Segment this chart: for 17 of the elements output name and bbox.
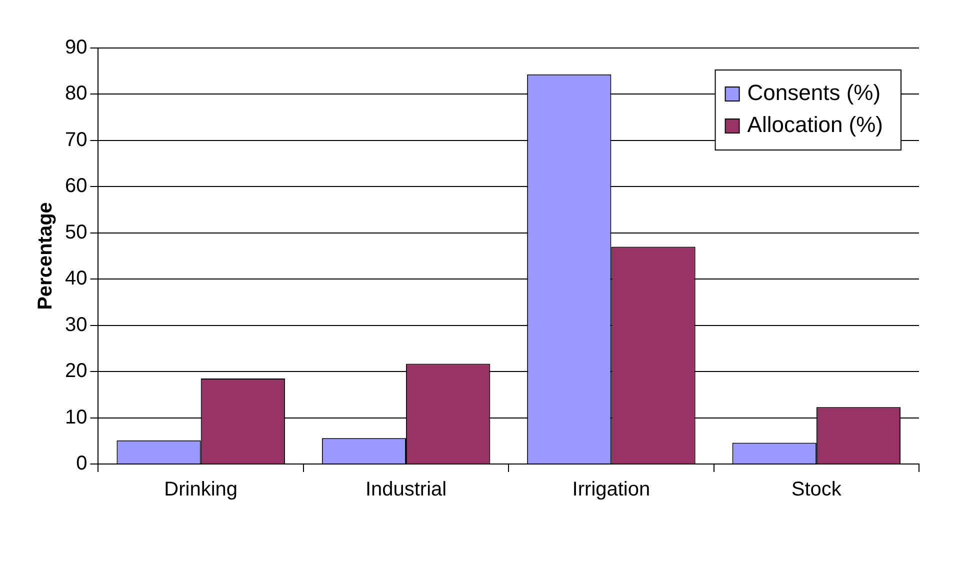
y-tick-label: 50: [64, 221, 88, 244]
y-tick-label: 0: [76, 452, 88, 475]
legend-label: Allocation (%): [747, 112, 883, 138]
x-tick-label: Drinking: [164, 478, 238, 501]
y-tick-label: 30: [64, 314, 88, 336]
y-tick-label: 60: [64, 175, 88, 198]
y-tick-label: 20: [64, 360, 88, 382]
x-tick-label: Industrial: [365, 478, 447, 501]
legend-label: Consents (%): [747, 80, 881, 106]
y-tick-label: 80: [64, 82, 88, 105]
y-tick-label: 40: [64, 268, 88, 290]
y-tick-label: 10: [64, 406, 88, 428]
x-tick-label: Stock: [791, 478, 842, 501]
y-axis-title: Percentage: [34, 202, 57, 310]
y-tick-label: 90: [64, 36, 88, 59]
x-tick-label: Irrigation: [572, 478, 650, 501]
y-tick-label: 70: [64, 128, 88, 151]
